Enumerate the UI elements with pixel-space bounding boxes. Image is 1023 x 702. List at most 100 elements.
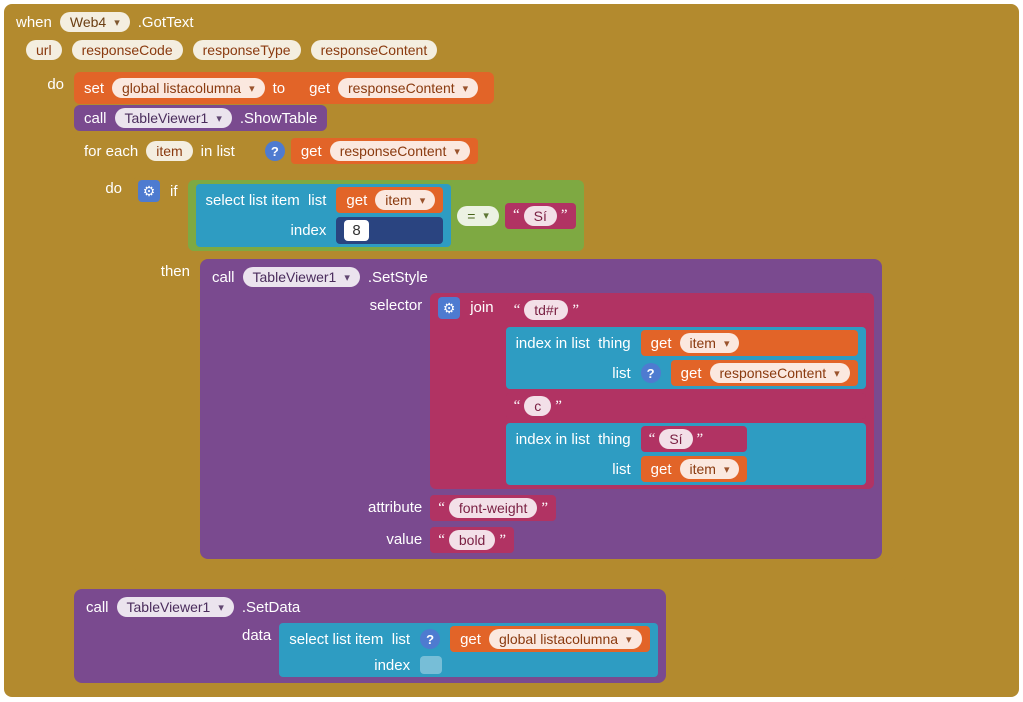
help-icon-1[interactable] [265,141,285,161]
kw-foreach: for each [82,143,140,160]
if-header: if select list item list get [138,180,888,251]
text-bold-val[interactable]: bold [449,530,495,550]
call2-header: call TableViewer1 .SetStyle [208,265,874,293]
foreach-item[interactable]: item [146,141,192,161]
get-item-var-2[interactable]: item [680,333,740,353]
sel2-label: select list item list [287,631,412,648]
equals-op[interactable]: = [457,206,499,226]
kw-call-3: call [84,599,111,616]
text-c-val[interactable]: c [524,396,551,416]
kw-to: to [271,80,288,97]
join-block[interactable]: join “ td#r ” [430,293,873,489]
call2-component[interactable]: TableViewer1 [243,267,360,287]
kw-call-2: call [210,269,237,286]
event-component-dropdown[interactable]: Web4 [60,12,130,32]
call1-method: .ShowTable [238,110,320,127]
kw-if: if [168,180,180,200]
help-icon-2[interactable] [641,363,661,383]
sel1-label: select list item list [204,192,329,209]
if-then-body: then call TableViewer1 .SetStyle [138,251,888,565]
idx1-list-label: list [514,365,633,382]
get-global-listacolumna[interactable]: get global listacolumna [450,626,649,652]
event-method: .GotText [136,14,196,31]
get-responseContent-1[interactable]: get responseContent [299,75,486,101]
gear-icon-join[interactable] [438,297,460,319]
get-var-1[interactable]: responseContent [338,78,478,98]
param-responseType[interactable]: responseType [193,40,301,60]
param-responseContent[interactable]: responseContent [311,40,438,60]
index-in-list-1[interactable]: index in list thing get item list [506,327,866,389]
kw-get-2: get [299,143,324,160]
arg-data-label: data [242,623,271,644]
kw-then: then [144,259,192,559]
call3-header: call TableViewer1 .SetData [82,595,658,623]
kw-get-1: get [307,80,332,97]
call2-method: .SetStyle [366,269,430,286]
index-literal-8[interactable]: 8 [336,217,443,244]
kw-do-2: do [86,176,124,571]
call3-method: .SetData [240,599,302,616]
get-var-3[interactable]: responseContent [710,363,850,383]
param-url[interactable]: url [26,40,62,60]
kw-inlist: in list [199,143,237,160]
call-setdata[interactable]: call TableViewer1 .SetData data select l… [74,589,666,683]
text-si-1-val[interactable]: Sí [524,206,557,226]
equals-block[interactable]: select list item list get item index [188,180,584,251]
event-header: when Web4 .GotText [12,10,1011,38]
arg-selector-value: join “ td#r ” [430,293,873,489]
text-si-2-val[interactable]: Sí [659,429,692,449]
param-responseCode[interactable]: responseCode [72,40,183,60]
get-item-var-3[interactable]: item [680,459,740,479]
event-block-when-gottext[interactable]: when Web4 .GotText url responseCode resp… [4,4,1019,697]
if-block[interactable]: if select list item list get [132,176,894,571]
foreach-stack: if select list item list get [132,176,894,571]
num-8[interactable]: 8 [344,220,368,241]
join-label: join [466,297,499,316]
text-c[interactable]: “ c ” [506,393,866,419]
gear-icon-if[interactable] [138,180,160,202]
call1-component[interactable]: TableViewer1 [115,108,232,128]
arg-value-label: value [368,527,422,548]
text-si-1[interactable]: “ Sí ” [505,203,576,229]
arg-selector-label: selector [368,293,422,314]
text-fontweight[interactable]: “ font-weight ” [430,495,556,521]
text-fontweight-val[interactable]: font-weight [449,498,537,518]
kw-do: do [18,72,66,683]
text-bold[interactable]: “ bold ” [430,527,514,553]
get-item-var-1[interactable]: item [375,190,435,210]
kw-when: when [14,14,54,31]
sel2-index-label: index [287,657,412,674]
text-si-2[interactable]: “ Sí ” [641,426,748,452]
set-var-dropdown[interactable]: global listacolumna [112,78,265,98]
sel1-index-label: index [204,222,329,239]
get-item-3[interactable]: get item [641,456,748,482]
kw-call-1: call [82,110,109,127]
event-params-row: url responseCode responseType responseCo… [12,38,1011,66]
select-list-item-1[interactable]: select list item list get item index [196,184,452,247]
select-list-item-2[interactable]: select list item list get global listaco… [279,623,657,677]
event-body: do set global listacolumna to get respon… [12,66,1011,689]
get-responseContent-2[interactable]: get responseContent [291,138,478,164]
call3-component[interactable]: TableViewer1 [117,597,234,617]
help-icon-3[interactable] [420,629,440,649]
text-tdr[interactable]: “ td#r ” [506,297,866,323]
event-stack: set global listacolumna to get responseC… [74,72,1005,683]
get-item-2[interactable]: get item [641,330,858,356]
empty-index-socket[interactable] [420,656,442,674]
set-global-listacolumna[interactable]: set global listacolumna to get responseC… [74,72,494,104]
get-item-1[interactable]: get item [336,187,443,213]
for-each-block[interactable]: for each item in list get responseConten… [74,132,906,583]
call-setstyle[interactable]: call TableViewer1 .SetStyle selector [200,259,882,559]
foreach-header: for each item in list get responseConten… [80,136,900,170]
join-stack: “ td#r ” [506,297,866,485]
arg-attribute-label: attribute [368,495,422,516]
call-showtable[interactable]: call TableViewer1 .ShowTable [74,105,327,131]
arg-value-value: “ bold ” [430,527,873,553]
index-in-list-2[interactable]: index in list thing “ Sí ” [506,423,866,485]
get-var-4[interactable]: global listacolumna [489,629,642,649]
call2-args: selector join [208,293,874,553]
get-responseContent-3[interactable]: get responseContent [671,360,858,386]
get-var-2[interactable]: responseContent [330,141,470,161]
text-tdr-val[interactable]: td#r [524,300,568,320]
arg-attribute-value: “ font-weight ” [430,495,873,521]
